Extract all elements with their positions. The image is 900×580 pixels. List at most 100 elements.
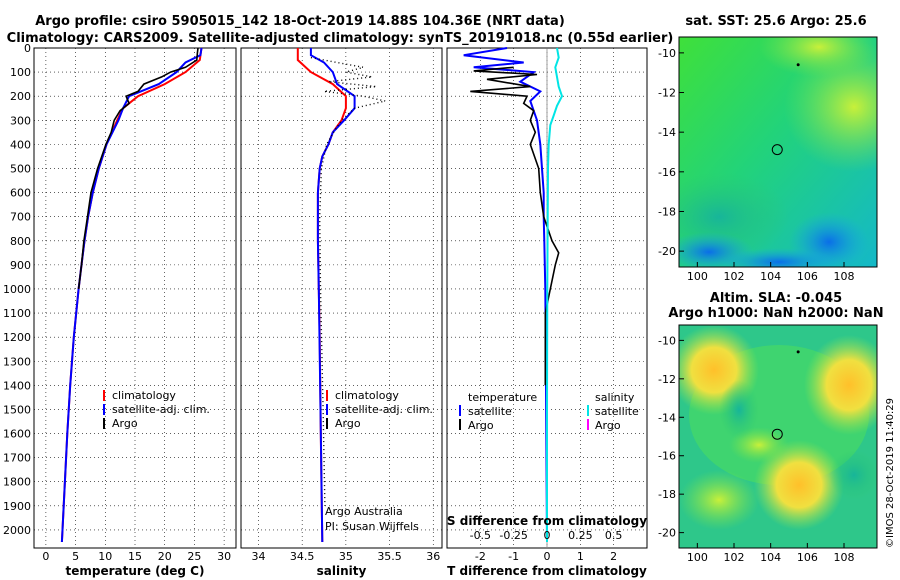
x-axis-label: T difference from climatology bbox=[447, 564, 647, 578]
x-tick-label: 35 bbox=[339, 550, 353, 563]
y-tick-label: 100 bbox=[10, 66, 31, 79]
x-tick-label: 25 bbox=[187, 550, 201, 563]
sst-map-title: sat. SST: 25.6 Argo: 25.6 bbox=[685, 14, 866, 29]
legend-label: satellite-adj. clim. bbox=[112, 403, 210, 416]
y-tick-label: 1000 bbox=[3, 283, 31, 296]
map-x-tick-label: 106 bbox=[797, 551, 818, 564]
map-y-tick-label: -10 bbox=[658, 334, 676, 347]
legend-title-temperature: temperature bbox=[468, 391, 537, 404]
series-line-temperature-argo bbox=[470, 66, 560, 386]
map-y-tick-label: -14 bbox=[658, 411, 676, 424]
sst-map: sat. SST: 25.6 Argo: 25.6 100 102 104 106 10… bbox=[658, 14, 878, 283]
sst-map-image bbox=[679, 37, 877, 267]
map-y-tick-label: -12 bbox=[658, 87, 676, 100]
y-tick-label: 200 bbox=[10, 90, 31, 103]
sla-map-title: Altim. SLA: -0.045 bbox=[710, 291, 842, 306]
sla-map-subtitle: Argo h1000: NaN h2000: NaN bbox=[668, 306, 883, 321]
map-y-tick-label: -18 bbox=[658, 205, 676, 218]
legend-label: climatology bbox=[112, 389, 176, 402]
legend-label: satellite bbox=[468, 405, 512, 418]
profile-location-marker bbox=[771, 428, 783, 440]
y-tick-label: 800 bbox=[10, 235, 31, 248]
map-x-tick-label: 104 bbox=[760, 270, 781, 283]
map-x-tick-label: 100 bbox=[687, 270, 708, 283]
x-tick-label: 20 bbox=[158, 550, 172, 563]
legend-label: Argo bbox=[112, 417, 138, 430]
x-tick-label: 36 bbox=[426, 550, 440, 563]
series-line-satellite-adj-clim- bbox=[309, 48, 356, 543]
y-tick-label: 900 bbox=[10, 259, 31, 272]
figure-title-line1: Argo profile: csiro 5905015_142 18-Oct-2… bbox=[35, 14, 565, 29]
map-y-tick-label: -12 bbox=[658, 373, 676, 386]
y-tick-label: 1200 bbox=[3, 331, 31, 344]
figure-title-line2: Climatology: CARS2009. Satellite-adjuste… bbox=[7, 31, 674, 46]
x-tick-label: 10 bbox=[98, 550, 112, 563]
secondary-tick-label: 0.25 bbox=[568, 529, 593, 542]
map-x-tick-label: 108 bbox=[834, 551, 855, 564]
x-tick-label: -2 bbox=[475, 550, 486, 563]
series-line-temperature-satellite bbox=[463, 47, 548, 543]
secondary-tick-label: -0.5 bbox=[470, 529, 491, 542]
float-track-marker bbox=[796, 350, 800, 354]
y-tick-label: 1100 bbox=[3, 307, 31, 320]
map-x-tick-label: 104 bbox=[760, 551, 781, 564]
sla-map-image bbox=[679, 325, 877, 548]
map-y-tick-label: -18 bbox=[658, 488, 676, 501]
y-tick-label: 1600 bbox=[3, 428, 31, 441]
difference-panel: -2 -1 0 1 2T difference from climatology temp… bbox=[446, 47, 648, 578]
imos-watermark: ©IMOS 28-Oct-2019 11:40:29 bbox=[885, 398, 896, 548]
series-line-satellite-adj-clim- bbox=[60, 47, 203, 543]
map-y-tick-label: -10 bbox=[658, 47, 676, 60]
map-y-tick-label: -16 bbox=[658, 450, 676, 463]
y-tick-label: 1700 bbox=[3, 452, 31, 465]
float-track-marker bbox=[796, 63, 800, 67]
map-y-tick-label: -20 bbox=[658, 245, 676, 258]
map-y-tick-label: -16 bbox=[658, 166, 676, 179]
y-tick-label: 400 bbox=[10, 138, 31, 151]
series-line-climatology bbox=[60, 47, 203, 543]
x-axis-label: temperature (deg C) bbox=[66, 564, 205, 578]
series-line-salinity-satellite bbox=[546, 47, 564, 542]
y-tick-label: 700 bbox=[10, 211, 31, 224]
y-tick-label: 1900 bbox=[3, 500, 31, 513]
y-tick-label: 500 bbox=[10, 162, 31, 175]
legend-label: satellite-adj. clim. bbox=[335, 403, 433, 416]
legend-label: Argo bbox=[335, 417, 361, 430]
legend-label: Argo bbox=[595, 419, 621, 432]
y-tick-label: 1500 bbox=[3, 403, 31, 416]
secondary-tick-label: 0 bbox=[544, 529, 551, 542]
map-x-tick-label: 100 bbox=[687, 551, 708, 564]
profile-location-marker bbox=[771, 144, 783, 156]
map-y-tick-label: -20 bbox=[658, 527, 676, 540]
x-tick-label: 5 bbox=[72, 550, 79, 563]
x-tick-label: 15 bbox=[128, 550, 142, 563]
map-x-tick-label: 102 bbox=[724, 270, 745, 283]
secondary-tick-label: 0.5 bbox=[605, 529, 623, 542]
y-tick-label: 2000 bbox=[3, 524, 31, 537]
sla-map: Altim. SLA: -0.045 Argo h1000: NaN h2000… bbox=[658, 291, 884, 564]
map-x-tick-label: 102 bbox=[724, 551, 745, 564]
legend-title-salinity: salinity bbox=[595, 391, 635, 404]
secondary-tick-label: -0.25 bbox=[499, 529, 527, 542]
x-tick-label: 0 bbox=[42, 550, 49, 563]
x-tick-label: 34.5 bbox=[290, 550, 315, 563]
secondary-axis-label: S difference from climatology bbox=[447, 514, 647, 528]
legend-label: satellite bbox=[595, 405, 639, 418]
y-tick-label: 1800 bbox=[3, 476, 31, 489]
y-tick-label: 0 bbox=[24, 42, 31, 55]
y-tick-label: 1300 bbox=[3, 355, 31, 368]
x-tick-label: 35.5 bbox=[377, 550, 402, 563]
x-axis-label: salinity bbox=[317, 564, 367, 578]
y-tick-label: 300 bbox=[10, 114, 31, 127]
map-y-tick-label: -14 bbox=[658, 126, 676, 139]
series-line-argo bbox=[77, 47, 199, 290]
credit-line: PI: Susan Wijffels bbox=[325, 520, 419, 533]
x-tick-label: 2 bbox=[610, 550, 617, 563]
credit-line: Argo Australia bbox=[325, 505, 403, 518]
y-tick-label: 1400 bbox=[3, 379, 31, 392]
legend-label: Argo bbox=[468, 419, 494, 432]
x-tick-label: 0 bbox=[544, 550, 551, 563]
series-line-argo bbox=[310, 56, 386, 506]
map-x-tick-label: 106 bbox=[797, 270, 818, 283]
